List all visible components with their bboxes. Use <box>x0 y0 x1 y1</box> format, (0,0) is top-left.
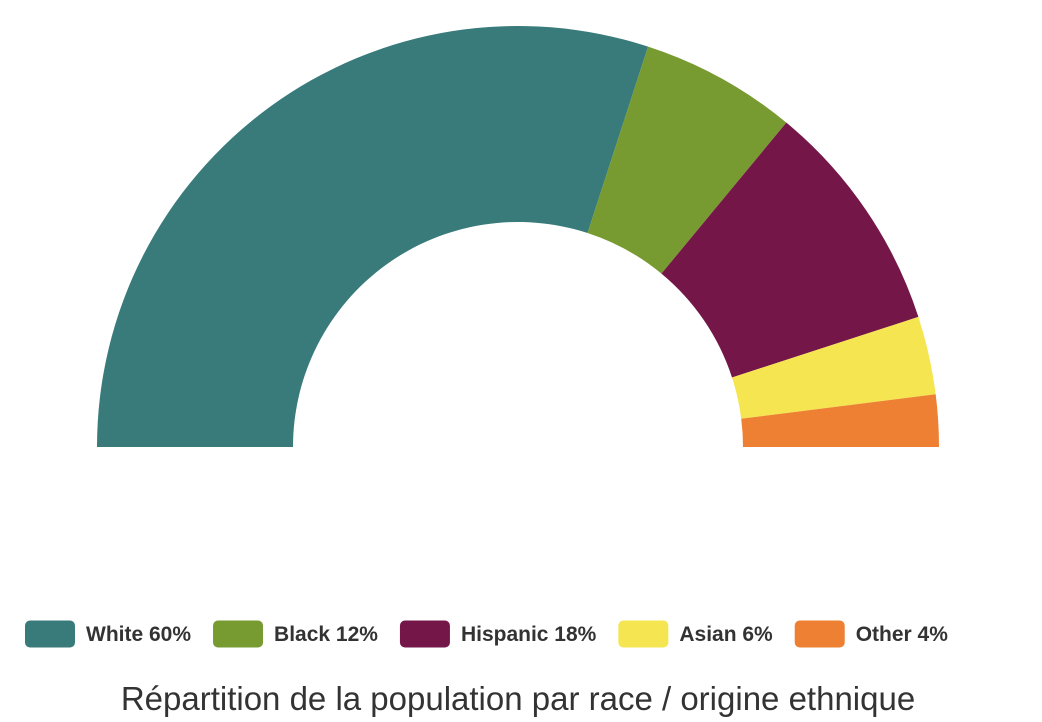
legend-item-asian[interactable]: Asian 6% <box>618 620 773 648</box>
legend-label-asian: Asian 6% <box>679 623 773 646</box>
legend-item-hispanic[interactable]: Hispanic 18% <box>399 620 597 648</box>
legend-label-black: Black 12% <box>274 623 378 646</box>
legend-item-white[interactable]: White 60% <box>25 620 191 648</box>
legend-label-white: White 60% <box>86 623 191 646</box>
legend-swatch-hispanic <box>399 620 450 648</box>
legend-item-other[interactable]: Other 4% <box>794 620 949 648</box>
legend-label-other: Other 4% <box>856 623 949 646</box>
legend-swatch-other <box>794 620 845 648</box>
slice-hispanic[interactable] <box>661 122 919 378</box>
donut-slices <box>97 25 939 447</box>
legend-swatch-asian <box>618 620 669 648</box>
slice-black[interactable] <box>587 46 787 274</box>
legend-item-black[interactable]: Black 12% <box>213 620 378 648</box>
slice-other[interactable] <box>741 394 939 447</box>
slice-asian[interactable] <box>731 316 936 419</box>
legend-label-hispanic: Hispanic 18% <box>461 623 597 646</box>
legend-swatch-black <box>213 620 264 648</box>
legend-swatch-white <box>25 620 75 648</box>
chart-title: Répartition de la population par race / … <box>121 680 915 717</box>
legend: White 60% Black 12% Hispanic 18% Asian 6% Ot… <box>25 620 949 648</box>
slice-white[interactable] <box>97 25 649 447</box>
